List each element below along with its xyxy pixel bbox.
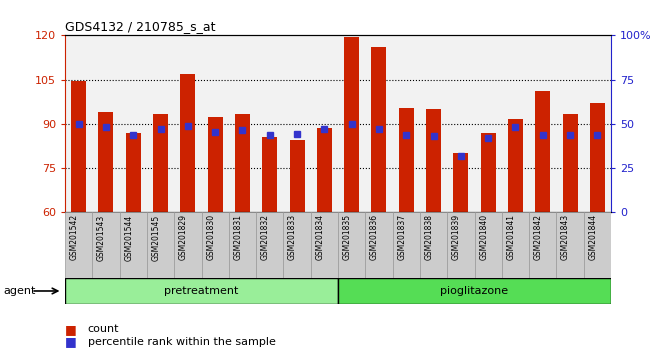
Bar xyxy=(120,212,147,278)
Text: ■: ■ xyxy=(65,335,77,348)
Bar xyxy=(92,212,120,278)
Bar xyxy=(480,133,496,212)
Bar xyxy=(256,212,283,278)
Bar xyxy=(338,278,611,304)
Text: GSM201842: GSM201842 xyxy=(534,215,543,260)
Text: GSM201836: GSM201836 xyxy=(370,215,379,261)
Text: GSM201833: GSM201833 xyxy=(288,215,297,261)
Text: GSM201542: GSM201542 xyxy=(70,215,79,261)
Text: count: count xyxy=(88,324,119,334)
Text: GSM201843: GSM201843 xyxy=(561,215,570,261)
Bar xyxy=(262,137,278,212)
Text: GSM201832: GSM201832 xyxy=(261,215,270,260)
Text: ■: ■ xyxy=(65,323,77,336)
Bar xyxy=(311,212,338,278)
Text: GSM201844: GSM201844 xyxy=(588,215,597,261)
Bar xyxy=(125,133,141,212)
Bar xyxy=(338,212,365,278)
Text: GSM201839: GSM201839 xyxy=(452,215,461,261)
Bar xyxy=(371,47,387,212)
Text: GSM201834: GSM201834 xyxy=(315,215,324,261)
Bar xyxy=(202,212,229,278)
Bar xyxy=(562,114,578,212)
Text: GSM201835: GSM201835 xyxy=(343,215,352,261)
Bar xyxy=(65,278,338,304)
Bar xyxy=(98,112,114,212)
Bar xyxy=(229,212,256,278)
Bar xyxy=(398,108,414,212)
Bar xyxy=(283,212,311,278)
Bar xyxy=(207,116,223,212)
Text: GSM201545: GSM201545 xyxy=(151,215,161,261)
Text: GSM201544: GSM201544 xyxy=(124,215,133,261)
Bar xyxy=(426,109,441,212)
Text: GSM201840: GSM201840 xyxy=(479,215,488,261)
Bar xyxy=(71,81,86,212)
Bar xyxy=(508,119,523,212)
Bar xyxy=(502,212,529,278)
Bar xyxy=(153,114,168,212)
Text: GSM201830: GSM201830 xyxy=(206,215,215,261)
Text: GSM201831: GSM201831 xyxy=(233,215,242,260)
Text: pioglitazone: pioglitazone xyxy=(441,286,508,296)
Bar xyxy=(584,212,611,278)
Text: percentile rank within the sample: percentile rank within the sample xyxy=(88,337,276,347)
Bar xyxy=(556,212,584,278)
Bar xyxy=(344,37,359,212)
Bar xyxy=(289,140,305,212)
Bar xyxy=(235,114,250,212)
Bar xyxy=(453,153,469,212)
Text: pretreatment: pretreatment xyxy=(164,286,239,296)
Text: GSM201829: GSM201829 xyxy=(179,215,188,260)
Bar xyxy=(447,212,474,278)
Bar xyxy=(180,74,196,212)
Bar xyxy=(420,212,447,278)
Bar xyxy=(590,103,605,212)
Bar xyxy=(365,212,393,278)
Text: GDS4132 / 210785_s_at: GDS4132 / 210785_s_at xyxy=(65,20,216,33)
Text: GSM201543: GSM201543 xyxy=(97,215,106,261)
Bar xyxy=(535,91,551,212)
Text: GSM201838: GSM201838 xyxy=(424,215,434,260)
Text: GSM201841: GSM201841 xyxy=(506,215,515,260)
Bar xyxy=(474,212,502,278)
Bar xyxy=(174,212,202,278)
Text: GSM201837: GSM201837 xyxy=(397,215,406,261)
Text: agent: agent xyxy=(3,286,36,296)
Bar xyxy=(529,212,556,278)
Bar xyxy=(65,212,92,278)
Bar xyxy=(317,128,332,212)
Bar xyxy=(393,212,420,278)
Bar xyxy=(147,212,174,278)
